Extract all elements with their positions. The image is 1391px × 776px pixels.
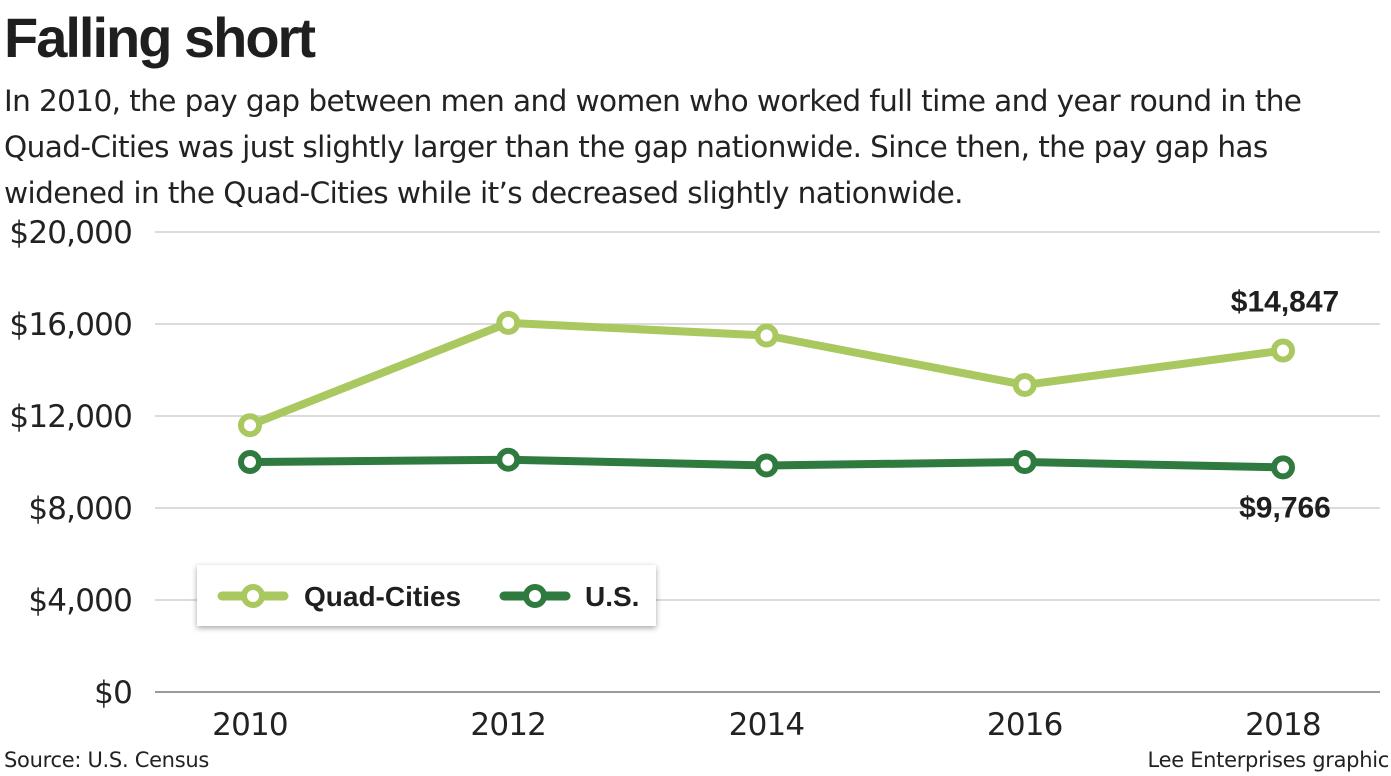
y-tick-label: $16,000: [9, 307, 132, 343]
y-tick-label: $20,000: [9, 215, 132, 251]
source-note: Source: U.S. Census: [4, 748, 209, 772]
chart-title: Falling short: [4, 6, 316, 69]
x-tick-label: 2016: [987, 707, 1063, 743]
legend-label-us: U.S.: [585, 581, 639, 612]
x-tick-label: 2012: [470, 707, 546, 743]
data-point-u-s: [496, 447, 521, 472]
legend-item-quad-cities: Quad-Cities: [217, 581, 461, 612]
data-point-u-s: [1012, 450, 1037, 474]
credit-note: Lee Enterprises graphic: [1147, 748, 1390, 772]
x-axis-ticks: 2010 2012 2014 2016 2018: [212, 707, 1322, 743]
data-point-u-s: [754, 453, 779, 478]
y-axis-ticks: $0 $4,000 $8,000 $12,000 $16,000 $20,000: [9, 215, 132, 711]
legend-label-quad-cities: Quad-Cities: [304, 581, 461, 612]
data-point-quad-cities: [1271, 338, 1295, 363]
y-tick-label: $8,000: [28, 491, 132, 527]
end-labels: $14,847 $9,766: [1231, 286, 1339, 525]
data-point-quad-cities: [496, 310, 521, 335]
end-value-label-u-s: $9,766: [1239, 491, 1331, 524]
data-point-quad-cities: [238, 413, 262, 438]
x-tick-label: 2014: [729, 707, 805, 743]
series-lines: [238, 310, 1295, 480]
data-point-quad-cities: [754, 323, 779, 348]
y-tick-label: $12,000: [9, 399, 132, 435]
data-point-quad-cities: [1012, 372, 1037, 397]
end-value-label-quad-cities: $14,847: [1231, 286, 1339, 319]
legend-marker-quad-cities: [241, 584, 265, 608]
x-tick-label: 2018: [1245, 707, 1321, 743]
data-point-u-s: [238, 450, 262, 474]
x-tick-label: 2010: [212, 707, 288, 743]
y-tick-label: $4,000: [28, 583, 132, 619]
y-tick-label: $0: [94, 675, 132, 711]
data-point-u-s: [1271, 455, 1295, 480]
legend: Quad-Cities U.S.: [197, 565, 656, 626]
legend-item-us: U.S.: [499, 581, 639, 612]
legend-marker-us: [523, 584, 547, 608]
chart-subtitle: In 2010, the pay gap between men and wom…: [4, 84, 1302, 210]
